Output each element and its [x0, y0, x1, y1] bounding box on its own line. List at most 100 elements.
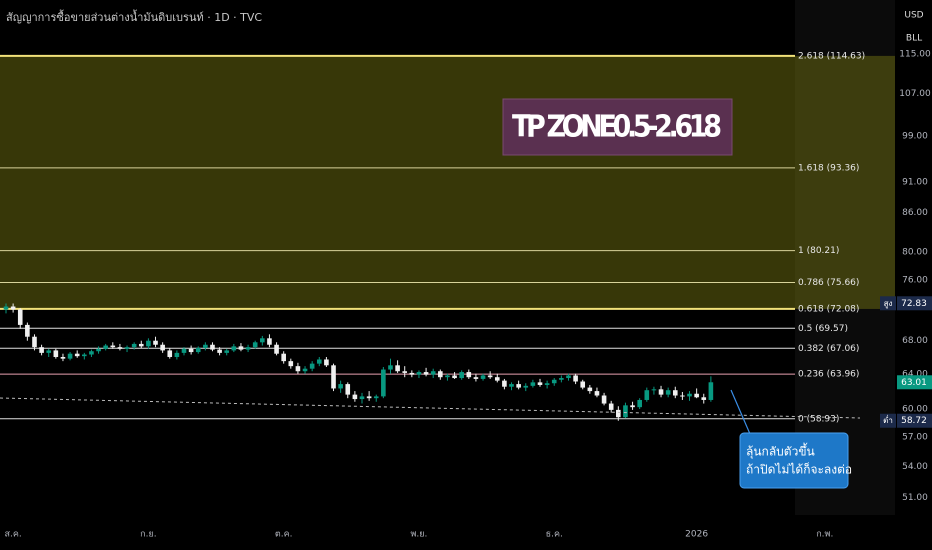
fib-label: 0.618 (72.08) — [798, 304, 859, 314]
fib-label: 0.236 (63.96) — [798, 370, 859, 380]
candle-body — [680, 395, 685, 397]
candle-body — [160, 344, 165, 351]
candle-body — [67, 353, 73, 359]
unit-label[interactable]: BLL — [906, 34, 922, 44]
candle-body — [502, 380, 507, 387]
candle-body — [430, 371, 436, 375]
y-tick-label: 107.00 — [899, 89, 931, 99]
candle-body — [658, 389, 664, 395]
candle-body — [146, 340, 151, 347]
candle-body — [224, 350, 230, 353]
candle-body — [238, 346, 244, 350]
candle-body — [694, 393, 699, 398]
candle-body — [409, 372, 415, 375]
candle-body — [316, 359, 322, 364]
price-badge-tag-label: ต่ำ — [883, 414, 893, 425]
candle-body — [637, 399, 642, 408]
candle-body — [138, 343, 144, 347]
candle-body — [359, 396, 365, 400]
candle-body — [708, 382, 714, 400]
candle-body — [459, 372, 464, 379]
candle-body — [537, 382, 543, 385]
candle-body — [46, 350, 52, 353]
y-tick-label: 51.00 — [902, 493, 928, 503]
candle-body — [203, 344, 208, 348]
candle-body — [288, 361, 294, 367]
fib-label: 0 (58.93) — [798, 414, 839, 424]
candle-body — [103, 345, 108, 349]
callout-line: ถ้าปิดไม่ได้ก็จะลงต่อ — [746, 462, 852, 477]
candle-body — [601, 395, 607, 404]
candle-body — [331, 365, 336, 389]
candle-body — [17, 309, 23, 325]
candle-body — [53, 350, 59, 357]
callout-box — [739, 432, 849, 489]
y-tick-label: 68.00 — [902, 336, 928, 346]
candle-body — [210, 344, 215, 350]
y-tick-label: 115.00 — [899, 50, 931, 60]
y-tick-label: 76.00 — [902, 276, 928, 286]
price-badge-label: 58.72 — [901, 416, 927, 426]
candle-body — [487, 375, 493, 378]
candle-body — [594, 391, 600, 396]
y-tick-label: 99.00 — [902, 131, 928, 141]
candle-body — [544, 383, 550, 385]
candle-body — [402, 371, 408, 373]
candle-body — [25, 324, 30, 337]
candle-body — [701, 397, 707, 400]
price-badge-label: 63.01 — [901, 378, 927, 388]
candle-body — [381, 369, 386, 397]
x-tick-label: ธ.ค. — [546, 530, 563, 540]
chart-title: สัญญาการซื้อขายส่วนต่างน้ำมันดิบเบรนท์ ·… — [6, 9, 262, 24]
candle-body — [217, 349, 222, 353]
y-tick-label: 64.00 — [902, 369, 928, 379]
candle-body — [82, 354, 87, 357]
candle-body — [623, 405, 628, 418]
candle-body — [131, 343, 137, 348]
candle-body — [616, 409, 621, 418]
y-tick-label: 54.00 — [902, 462, 928, 472]
candle-body — [252, 342, 258, 348]
candle-body — [587, 387, 593, 392]
candle-body — [309, 363, 315, 369]
candle-body — [338, 384, 343, 389]
fib-label: 0.382 (67.06) — [798, 344, 859, 354]
x-tick-label: ก.ย. — [140, 530, 156, 540]
candle-body — [516, 384, 521, 388]
candle-body — [687, 393, 692, 397]
candle-body — [110, 345, 116, 348]
y-tick-label: 91.00 — [902, 177, 928, 187]
candle-body — [39, 347, 44, 353]
x-tick-label: ต.ค. — [275, 530, 293, 540]
unit-button[interactable] — [899, 28, 929, 48]
candle-body — [260, 338, 265, 343]
zone-label-box — [502, 98, 733, 156]
candle-body — [124, 347, 130, 349]
candle-body — [345, 384, 351, 395]
candle-body — [559, 378, 564, 380]
candle-body — [509, 384, 514, 387]
candle-body — [373, 396, 379, 399]
price-badge — [897, 375, 932, 390]
candle-body — [96, 348, 101, 352]
candle-body — [3, 306, 9, 310]
candle-body — [551, 379, 557, 384]
price-badge-tag-label: สูง — [884, 299, 893, 309]
candle-body — [32, 336, 37, 348]
currency-label[interactable]: USD — [904, 11, 923, 21]
y-tick-label: 57.00 — [902, 432, 928, 442]
fib-label: 2.618 (114.63) — [798, 51, 865, 61]
candle-body — [416, 372, 422, 375]
candle-body — [523, 385, 529, 388]
candle-body — [231, 346, 237, 351]
candle-body — [153, 340, 158, 345]
candle-body — [395, 365, 400, 372]
currency-button[interactable] — [899, 5, 929, 25]
candle-body — [117, 347, 123, 349]
candle-body — [438, 371, 443, 378]
y-tick-label: 60.00 — [902, 404, 928, 414]
fib-label: 0.5 (69.57) — [798, 324, 848, 334]
callout-line: ลุ้นกลับตัวขึ้น — [746, 443, 815, 460]
trendline — [0, 397, 861, 419]
